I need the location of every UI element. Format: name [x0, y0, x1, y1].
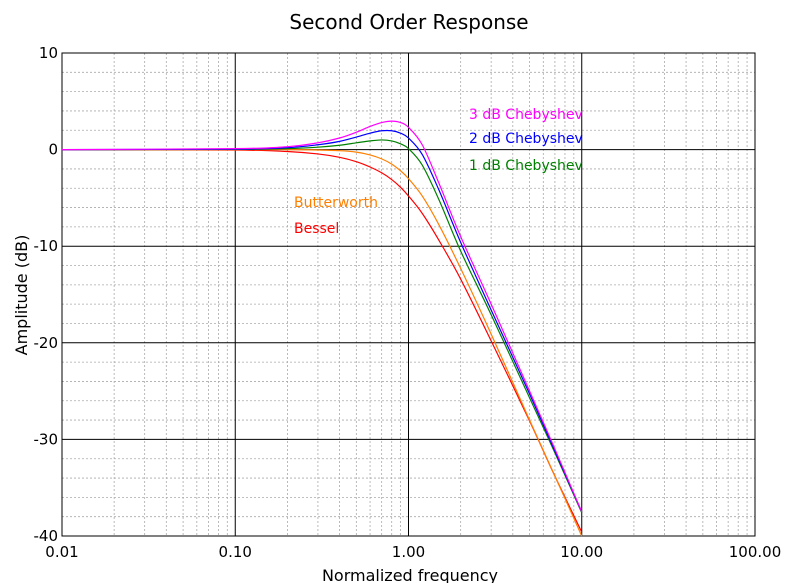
x-tick-label: 0.01: [45, 543, 78, 561]
y-tick-label: 10: [39, 44, 58, 62]
minor-grid: [62, 53, 755, 536]
x-axis-label: Normalized frequency: [322, 566, 498, 583]
series-labels: 3 dB Chebyshev 2 dB Chebyshev 1 dB Chebysh…: [294, 107, 583, 237]
series-label: Bessel: [294, 221, 339, 237]
tick-layer: 0.01 0.10 1.00 10.00 100.00 10 0 -10 -20 -30 -40: [34, 44, 782, 561]
series-line-2-db-chebyshev: [61, 129, 583, 513]
plot-frame: [61, 52, 756, 537]
y-tick-label: -30: [34, 430, 59, 448]
series-line-1-db-chebyshev: [61, 139, 583, 514]
x-tick-label: 100.00: [729, 543, 782, 561]
chart-title: Second Order Response: [289, 10, 528, 34]
x-tick-label: 1.00: [392, 543, 425, 561]
series-line-butterworth: [62, 148, 583, 537]
y-axis-label: Amplitude (dB): [12, 235, 31, 356]
series-line-bessel: [61, 149, 583, 533]
series-label: 3 dB Chebyshev: [469, 107, 583, 123]
series-label: 2 dB Chebyshev: [469, 131, 583, 147]
y-tick-label: -10: [34, 237, 59, 255]
y-tick-label: -20: [34, 334, 59, 352]
major-grid: [62, 53, 755, 536]
x-tick-label: 10.00: [560, 543, 603, 561]
series-layer: [61, 120, 583, 537]
series-label: 1 dB Chebyshev: [469, 158, 583, 174]
series-line-3-db-chebyshev: [61, 120, 583, 513]
y-tick-label: -40: [34, 527, 59, 545]
series-label: Butterworth: [294, 195, 378, 211]
y-tick-label: 0: [48, 141, 58, 159]
x-tick-label: 0.10: [219, 543, 252, 561]
